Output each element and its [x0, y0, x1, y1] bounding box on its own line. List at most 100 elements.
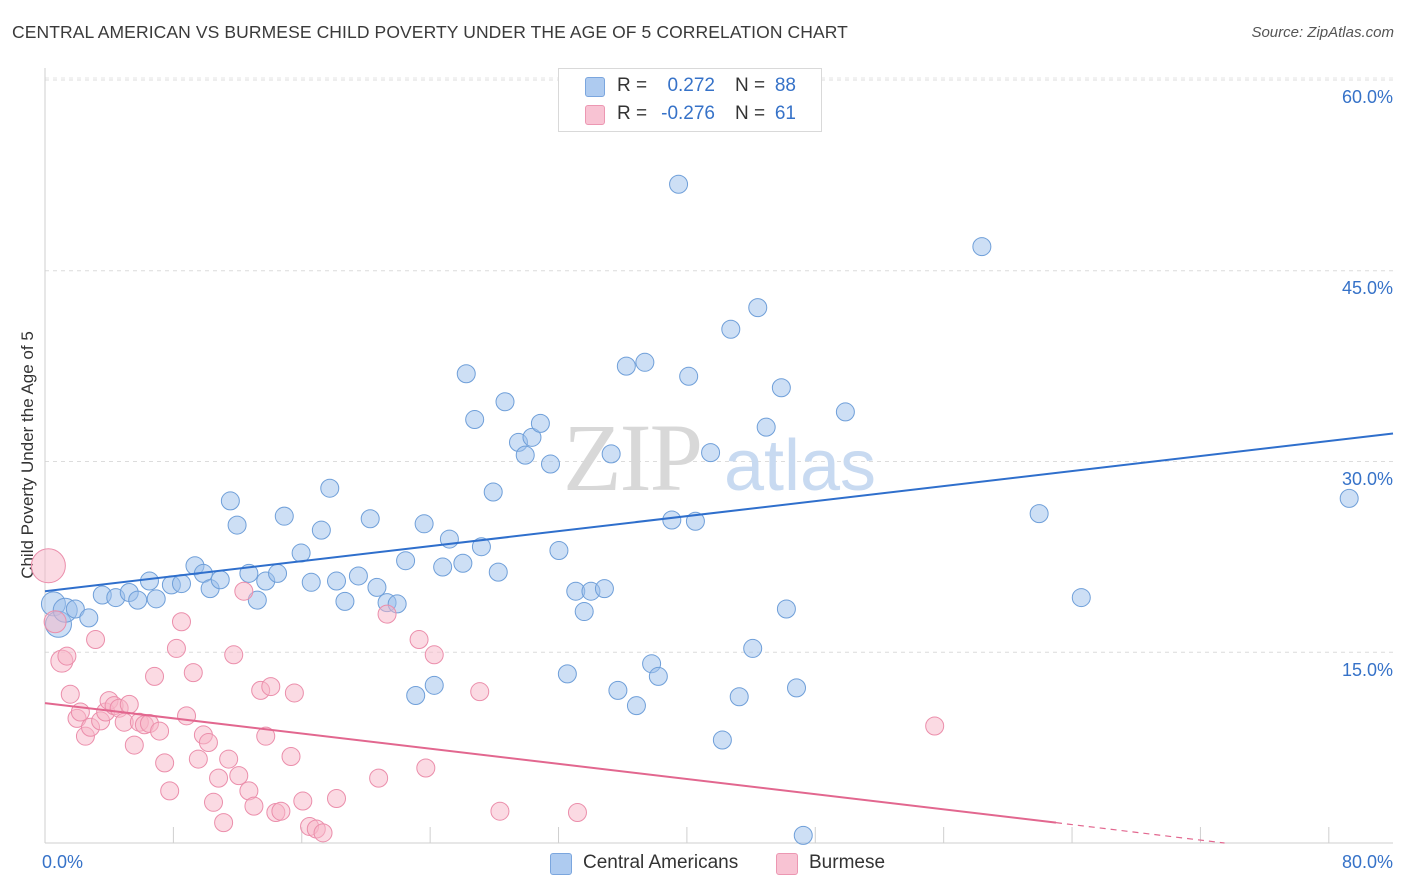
- data-point: [327, 788, 347, 808]
- data-point: [495, 392, 515, 412]
- data-point: [171, 612, 191, 632]
- data-point: [65, 599, 85, 619]
- data-point: [155, 753, 175, 773]
- data-point: [721, 319, 741, 339]
- data-point: [729, 687, 749, 707]
- data-point: [183, 663, 203, 683]
- data-point: [490, 801, 510, 821]
- data-point: [79, 608, 99, 628]
- y-tick-label: 15.0%: [1341, 660, 1393, 680]
- data-point: [224, 645, 244, 665]
- data-point: [291, 543, 311, 563]
- data-point: [177, 706, 197, 726]
- data-point: [145, 666, 165, 686]
- data-point: [748, 298, 768, 318]
- legend-n-label: N =: [735, 103, 766, 124]
- legend-n-value: 61: [774, 103, 796, 124]
- data-point: [313, 823, 333, 843]
- data-point: [771, 378, 791, 398]
- data-point: [367, 577, 387, 597]
- data-point: [1071, 588, 1091, 608]
- legend-r-value: 0.272: [667, 75, 715, 96]
- data-point: [712, 730, 732, 750]
- data-point: [188, 749, 208, 769]
- watermark: ZIP atlas: [563, 404, 876, 511]
- data-point: [301, 572, 321, 592]
- legend-n-value: 88: [774, 75, 796, 96]
- legend-r-label: R =: [617, 75, 648, 96]
- data-point: [284, 683, 304, 703]
- data-point: [616, 356, 636, 376]
- data-point: [271, 801, 291, 821]
- legend-swatch-pink: [585, 105, 605, 125]
- data-point: [414, 514, 434, 534]
- data-point: [30, 548, 66, 584]
- data-point: [293, 791, 313, 811]
- data-point: [210, 570, 230, 590]
- data-point: [925, 716, 945, 736]
- trend-lines: [44, 432, 1394, 844]
- data-point: [261, 677, 281, 697]
- data-point: [594, 579, 614, 599]
- data-point: [150, 721, 170, 741]
- data-point: [119, 694, 139, 714]
- data-point: [244, 796, 264, 816]
- data-point: [327, 571, 347, 591]
- data-point: [229, 766, 249, 786]
- data-point: [424, 675, 444, 695]
- data-point: [204, 792, 223, 812]
- data-point: [274, 506, 294, 526]
- data-point: [1029, 504, 1049, 524]
- data-point: [685, 511, 705, 531]
- data-point: [574, 602, 594, 622]
- data-point: [776, 599, 796, 619]
- trend-line: [44, 432, 1394, 593]
- legend-n-label: N =: [735, 75, 766, 96]
- data-point: [256, 726, 276, 746]
- legend-swatch-pink: [776, 853, 798, 875]
- data-point: [1339, 488, 1359, 508]
- watermark-atlas: atlas: [724, 426, 876, 506]
- data-point: [198, 733, 218, 753]
- trend-line: [44, 702, 1057, 824]
- data-point: [456, 364, 476, 384]
- data-point: [124, 735, 144, 755]
- data-point: [601, 444, 621, 464]
- y-tick-label: 45.0%: [1341, 278, 1393, 298]
- data-point: [160, 781, 180, 801]
- data-point: [567, 802, 587, 822]
- data-point: [541, 454, 560, 474]
- data-point: [648, 666, 668, 686]
- data-point: [522, 427, 542, 447]
- legend-r-value: -0.276: [661, 103, 715, 124]
- data-point: [470, 682, 490, 702]
- data-point: [743, 638, 763, 658]
- data-point: [972, 237, 992, 257]
- data-point: [406, 685, 426, 705]
- data-point: [488, 562, 508, 582]
- legend-row-burmese: R = -0.276 N = 61: [559, 101, 821, 129]
- data-point: [57, 646, 77, 666]
- legend-label: Burmese: [809, 852, 886, 873]
- data-point: [635, 352, 655, 372]
- data-point: [483, 482, 503, 502]
- data-point: [281, 747, 301, 767]
- legend-swatch-blue: [585, 77, 605, 97]
- data-point: [424, 645, 444, 665]
- data-point: [396, 551, 416, 571]
- data-point: [377, 604, 397, 624]
- data-point: [662, 510, 682, 530]
- data-point: [515, 445, 535, 465]
- data-point: [311, 520, 331, 540]
- data-point: [369, 768, 389, 788]
- data-point: [320, 478, 340, 498]
- data-point: [348, 566, 368, 586]
- data-point: [128, 590, 148, 610]
- source-label: Source: ZipAtlas.com: [1251, 24, 1394, 41]
- data-point: [608, 680, 628, 700]
- data-point: [360, 509, 380, 529]
- data-point: [557, 664, 577, 684]
- data-point: [409, 630, 429, 650]
- data-point: [220, 491, 240, 511]
